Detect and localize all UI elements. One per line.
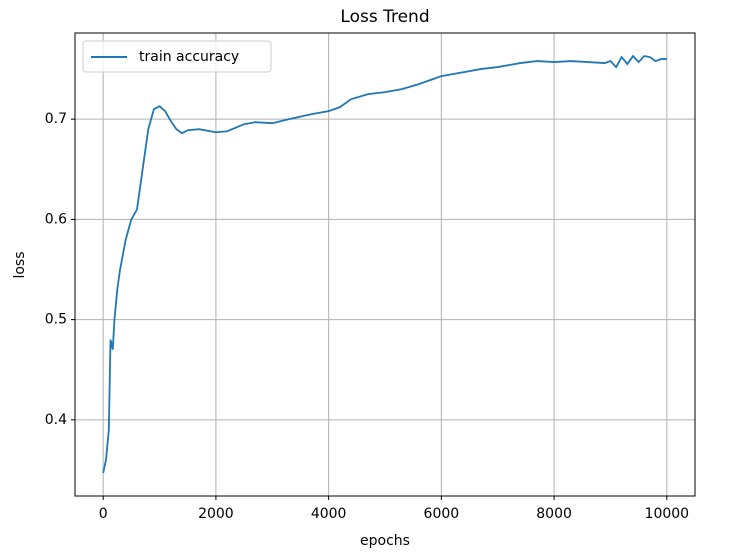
legend-frame bbox=[82, 40, 272, 73]
chart-title: Loss Trend bbox=[340, 7, 429, 27]
x-tick-label: 0 bbox=[99, 506, 108, 522]
plot-frame bbox=[74, 32, 696, 497]
line bbox=[102, 54, 667, 474]
x-tick-label: 6000 bbox=[424, 506, 460, 522]
x-tick-label: 10000 bbox=[645, 506, 690, 522]
y-axis-label: loss bbox=[12, 251, 28, 278]
legend-label: train accuracy bbox=[139, 49, 239, 65]
y-tick-label: 0.6 bbox=[45, 211, 67, 227]
x-tick-label: 4000 bbox=[311, 506, 347, 522]
x-tick-label: 2000 bbox=[198, 506, 234, 522]
x-axis-label: epochs bbox=[360, 533, 410, 549]
legend: train accuracy bbox=[82, 40, 272, 73]
x-tick-label: 8000 bbox=[536, 506, 572, 522]
y-tick-label: 0.4 bbox=[45, 412, 67, 428]
y-tick-label: 0.5 bbox=[45, 312, 67, 328]
y-tick-label: 0.7 bbox=[45, 111, 67, 127]
